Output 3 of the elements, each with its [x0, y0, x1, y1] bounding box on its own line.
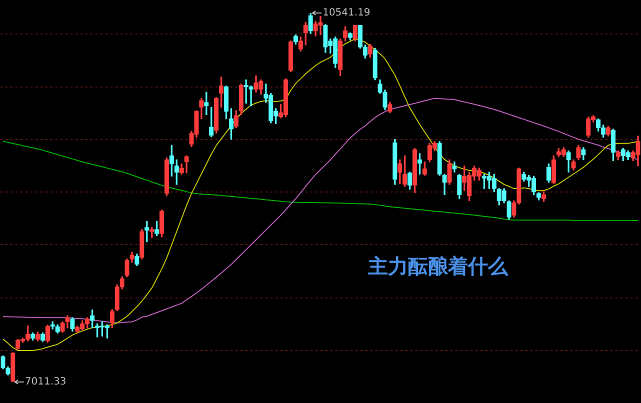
annotation: 主力酝酿着什么 — [367, 254, 509, 278]
annotation: 7011.33 — [24, 376, 66, 388]
annotation: 10541.19 — [322, 8, 370, 19]
